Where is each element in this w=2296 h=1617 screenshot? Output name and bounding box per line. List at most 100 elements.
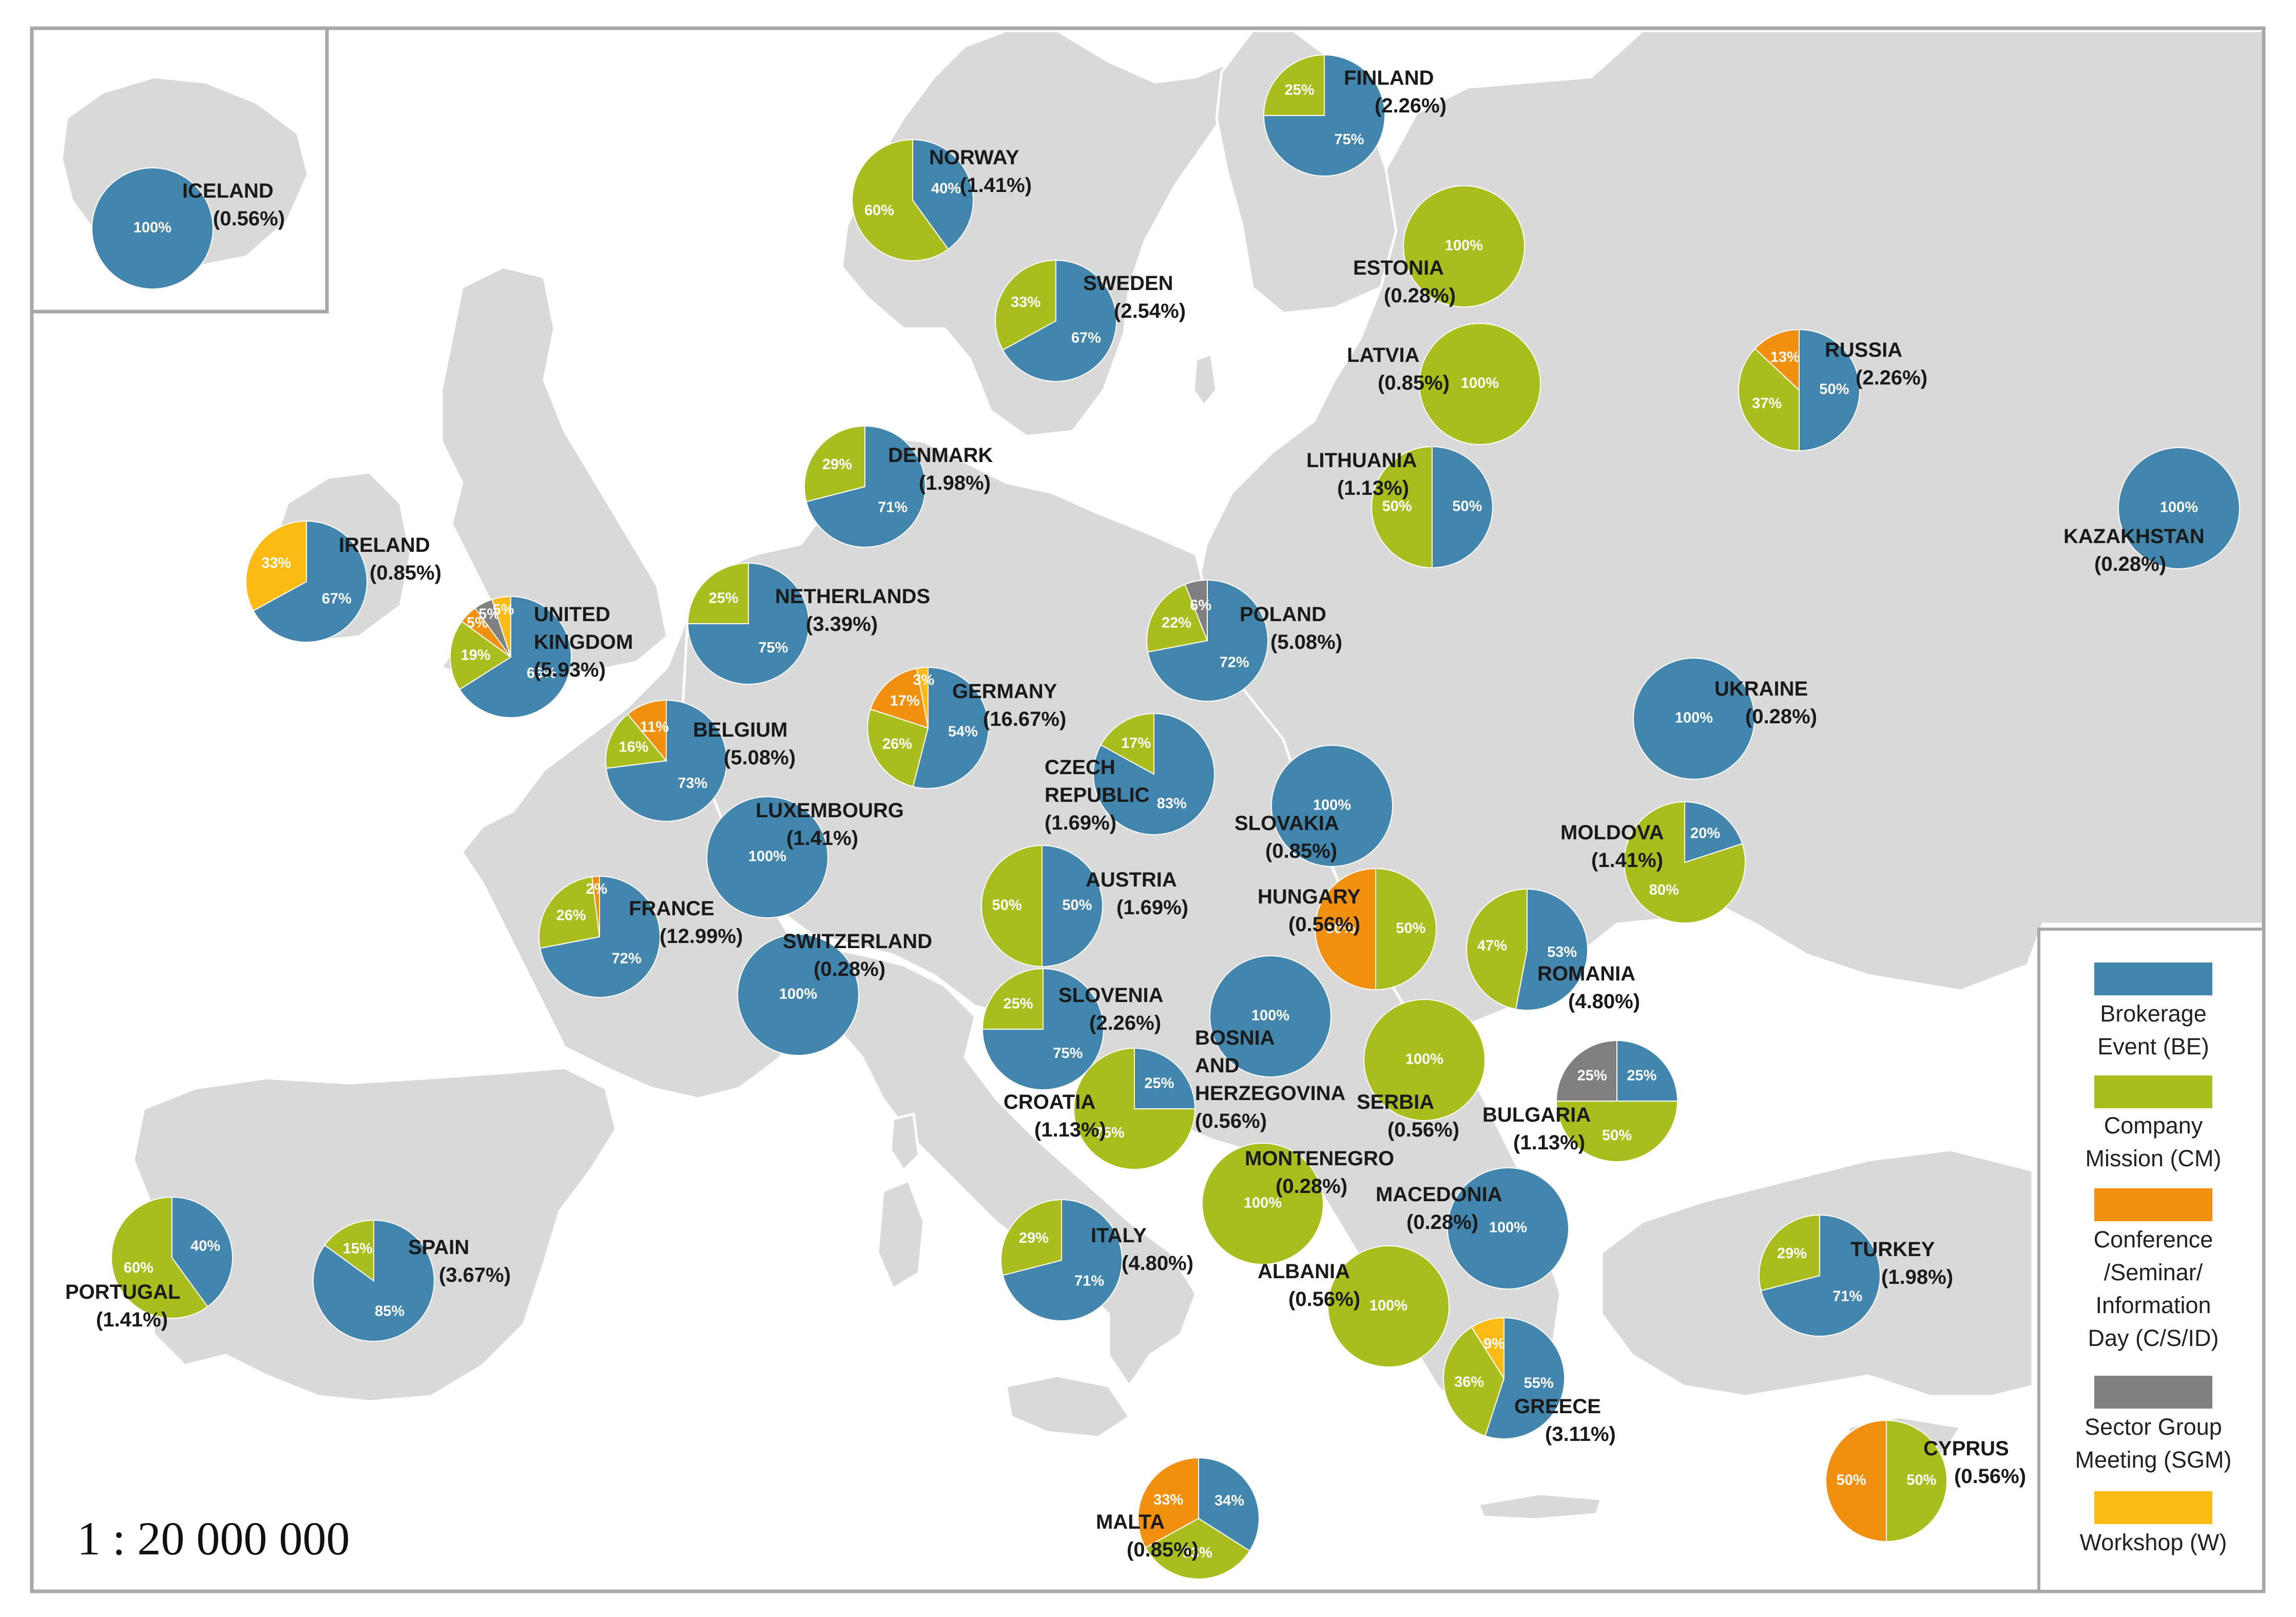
country-share-greece: (3.11%)	[1545, 1423, 1616, 1446]
pie-slice-bulgaria-be	[1616, 1040, 1678, 1102]
pie-slice-norway-cm	[852, 139, 949, 261]
legend-label-csid: Day (C/S/ID)	[2088, 1325, 2218, 1351]
pie-slice-slovakia-be	[1271, 745, 1393, 867]
pie-slice-label: 15%	[343, 1241, 373, 1257]
pie-cyprus: 50% 50%	[1825, 1419, 1947, 1543]
pie-slice-label: 50%	[1326, 920, 1356, 937]
pie-slice-macedonia-be	[1447, 1167, 1569, 1289]
legend-label-csid: Information	[2095, 1292, 2211, 1318]
pie-slice-croatia-be	[1134, 1047, 1196, 1109]
pie-slice-label: 50%	[1906, 1472, 1936, 1489]
country-name-spain: SPAIN	[408, 1236, 469, 1259]
pie-slice-kazakhstan-be	[2118, 447, 2240, 569]
pie-belgium: 73% 16% 11%	[605, 699, 727, 822]
pie-slice-czech-cm	[1100, 713, 1154, 775]
pie-netherlands: 75% 25%	[687, 562, 809, 685]
pie-slice-germany-be	[912, 666, 990, 789]
pie-slice-label: 67%	[1071, 330, 1101, 346]
pie-slice-label: 50%	[1837, 1472, 1866, 1489]
pie-luxembourg: 100%	[706, 796, 828, 918]
legend-box	[2037, 928, 2265, 1593]
country-name-austria: AUSTRIA	[1086, 869, 1177, 891]
pie-slice-estonia-cm	[1403, 185, 1525, 307]
country-share-cyprus: (0.56%)	[1954, 1465, 2026, 1488]
pie-ireland: 67% 33%	[245, 520, 368, 643]
pie-turkey: 71% 29%	[1759, 1214, 1881, 1337]
legend-label-csid: Conference	[2094, 1226, 2213, 1253]
pie-ukraine: 100%	[1633, 658, 1755, 780]
pie-latvia: 100%	[1419, 323, 1541, 445]
pie-slice-label: 100%	[779, 986, 817, 1003]
pie-slice-label: 66%	[527, 665, 556, 682]
country-name-norway: NORWAY	[929, 146, 1019, 169]
country-name-macedonia: MACEDONIA	[1376, 1183, 1502, 1206]
pie-slice-romania-be	[1515, 888, 1589, 1011]
pie-hungary: 50% 50%	[1315, 868, 1437, 991]
pie-slice-label: 60%	[864, 202, 894, 219]
country-share-ireland: (0.85%)	[370, 562, 441, 584]
pie-slice-germany-cm	[867, 708, 929, 787]
pie-slice-turkey-be	[1760, 1214, 1881, 1337]
country-name-ukraine: UKRAINE	[1714, 678, 1808, 700]
pie-slice-label: 36%	[1454, 1374, 1484, 1390]
pie-macedonia: 100%	[1447, 1167, 1569, 1289]
country-share-macedonia: (0.28%)	[1406, 1211, 1478, 1234]
legend-swatch-csid	[2094, 1188, 2212, 1221]
pie-slice-label: 50%	[1819, 381, 1849, 398]
pie-slice-label: 40%	[931, 181, 961, 197]
pie-slice-austria-cm	[981, 844, 1043, 968]
pie-slice-iceland-be	[91, 167, 214, 290]
pie-slice-italy-be	[1002, 1199, 1123, 1321]
country-share-serbia: (0.56%)	[1387, 1119, 1459, 1141]
country-name-france: FRANCE	[629, 897, 715, 920]
country-name-hungary: HUNGARY	[1258, 886, 1361, 908]
country-share-france: (12.99%)	[660, 925, 743, 948]
country-name-bosnia: BOSNIA	[1195, 1027, 1275, 1049]
label-layer: ICELAND (0.56%) FINLAND (2.26%) NORWAY (1.41%…	[65, 67, 2205, 1561]
pie-slice-label: 75%	[758, 640, 788, 656]
pie-slice-label: 60%	[124, 1260, 153, 1276]
country-name-greece: GREECE	[1514, 1395, 1601, 1418]
country-name-kazakhstan: KAZAKHSTAN	[2063, 525, 2205, 548]
pie-romania: 53% 47%	[1466, 888, 1589, 1011]
country-name-ireland: IRELAND	[339, 534, 430, 556]
landmass-gotland	[1192, 353, 1218, 407]
pie-slice-label: 33%	[261, 555, 291, 571]
pie-slice-label: 17%	[890, 692, 920, 709]
pie-greece: 55% 36% 9%	[1443, 1317, 1566, 1439]
country-name-sweden: SWEDEN	[1083, 272, 1173, 295]
pie-slice-france-be	[539, 875, 661, 998]
pie-norway: 40% 60%	[852, 139, 974, 261]
pie-slice-label: 75%	[1095, 1125, 1125, 1141]
country-share-czech: (1.69%)	[1045, 812, 1116, 834]
country-name-malta: MALTA	[1096, 1511, 1165, 1533]
country-name-netherlands: NETHERLANDS	[775, 585, 930, 608]
pie-slice-label: 33%	[1183, 1545, 1212, 1561]
pie-slice-label: 19%	[461, 647, 491, 664]
pie-slice-moldova-cm	[1624, 801, 1746, 923]
landmass-sicily	[1005, 1374, 1131, 1439]
pie-slice-label: 100%	[1461, 375, 1499, 392]
pie-slice-bosnia-be	[1209, 955, 1332, 1077]
country-name-uk: UNITED	[534, 603, 610, 626]
pie-slice-label: 25%	[1144, 1075, 1174, 1091]
pie-slice-sweden-be	[1002, 259, 1117, 382]
pie-bulgaria: 25% 50% 25%	[1555, 1040, 1678, 1162]
legend-label-be: Brokerage	[2100, 1000, 2207, 1027]
pie-slice-label: 3%	[913, 672, 934, 688]
country-share-latvia: (0.85%)	[1378, 372, 1450, 394]
pie-slice-slovenia-cm	[981, 968, 1044, 1030]
country-share-iceland: (0.56%)	[213, 207, 285, 230]
pie-slice-hungary-csid	[1315, 868, 1376, 991]
pie-slice-label: 100%	[1489, 1220, 1527, 1236]
pie-serbia: 100%	[1363, 999, 1485, 1121]
pie-slice-germany-csid	[870, 667, 929, 729]
pie-sweden: 67% 33%	[995, 259, 1117, 382]
country-share-hungary: (0.56%)	[1288, 913, 1360, 936]
pie-slice-label: 71%	[1074, 1273, 1104, 1289]
pie-slice-label: 22%	[1162, 615, 1191, 631]
pie-slice-portugal-cm	[111, 1196, 208, 1319]
pie-slice-label: 100%	[1313, 797, 1351, 814]
pie-slice-label: 29%	[1777, 1245, 1807, 1262]
pie-slice-moldova-be	[1684, 801, 1743, 863]
